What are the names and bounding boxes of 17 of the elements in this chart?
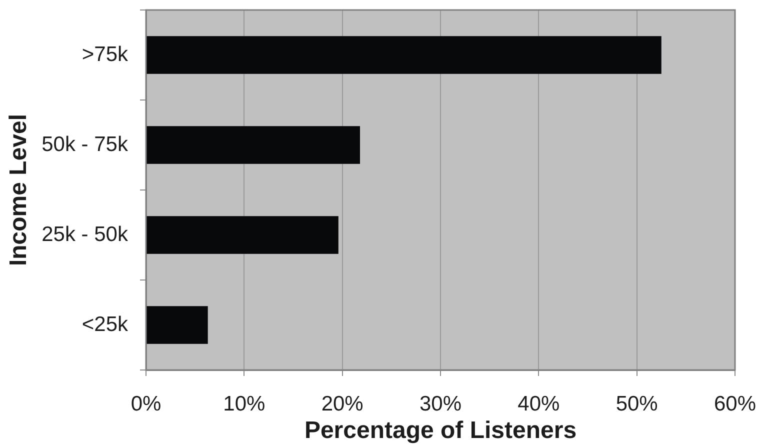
x-tick-label: 50% <box>616 392 658 416</box>
x-tick-label: 30% <box>419 392 462 416</box>
x-tick-label: 60% <box>714 392 756 416</box>
bar <box>146 216 338 254</box>
bar <box>146 36 662 74</box>
x-tick-label: 10% <box>223 392 266 416</box>
x-tick-label: 40% <box>518 392 560 416</box>
x-tick-label: 0% <box>130 392 162 416</box>
y-tick-label: 50k - 75k <box>42 132 128 156</box>
y-tick-label: >75k <box>82 42 128 66</box>
y-axis-title: Income Level <box>5 114 32 266</box>
bar <box>146 306 208 344</box>
x-axis-title: Percentage of Listeners <box>304 417 577 444</box>
y-tick-label: <25k <box>82 312 128 336</box>
x-tick-label: 20% <box>321 392 364 416</box>
bar <box>146 126 360 164</box>
y-tick-label: 25k - 50k <box>42 222 128 246</box>
